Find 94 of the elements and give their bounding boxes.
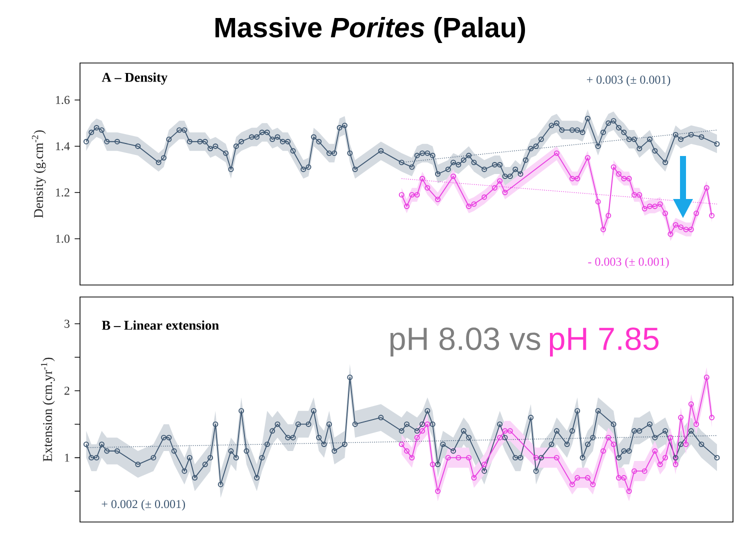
point (424, 185, 430, 191)
point (610, 442, 616, 448)
annotation: + 0.003 (± 0.001) (586, 75, 670, 86)
point (420, 176, 426, 182)
annotation: + 0.002 (± 0.001) (102, 500, 186, 511)
y-tick-label: 3 (64, 320, 70, 328)
y-tick-label: 1.4 (56, 142, 70, 150)
point (616, 171, 622, 177)
point (668, 434, 674, 440)
annotation: pH 8.03 vs (390, 328, 540, 356)
point (435, 488, 441, 494)
point (507, 428, 513, 434)
y-tick-label: 1.0 (56, 234, 70, 243)
point (606, 212, 612, 218)
point (694, 210, 700, 216)
point (482, 194, 488, 200)
point (683, 226, 689, 232)
point (414, 192, 420, 198)
point (662, 210, 668, 216)
point (683, 442, 689, 448)
point (424, 421, 430, 427)
point (672, 222, 678, 228)
point (590, 482, 596, 488)
point (554, 150, 560, 156)
point (497, 434, 503, 440)
point (414, 434, 420, 440)
point (657, 201, 663, 207)
point (626, 176, 632, 182)
point (435, 196, 441, 202)
point (445, 454, 451, 460)
point (672, 462, 678, 468)
point (471, 475, 477, 481)
point (450, 174, 456, 180)
point (616, 475, 622, 481)
point (404, 204, 410, 210)
point (652, 204, 658, 210)
point (430, 462, 436, 468)
y-tick-label: 1.6 (56, 96, 70, 104)
point (688, 226, 694, 232)
y-axis-title: Density (g.cm$^{-2}$) (32, 130, 46, 218)
point (456, 454, 462, 460)
point (502, 190, 508, 196)
point (569, 176, 575, 182)
point (704, 185, 710, 191)
point (409, 192, 415, 198)
point (694, 421, 700, 427)
point (621, 475, 627, 481)
point (492, 185, 498, 191)
point (657, 462, 663, 468)
y-axis-title: Extension (cm.yr$^{-1}$) (40, 358, 55, 462)
point (497, 178, 503, 184)
point (584, 155, 590, 161)
point (662, 454, 668, 460)
y-tick-label: 1.2 (56, 188, 70, 197)
point (632, 192, 637, 198)
point (584, 475, 590, 481)
point (569, 482, 575, 488)
point (704, 374, 710, 380)
point (574, 176, 580, 182)
point (642, 206, 648, 212)
point (595, 199, 601, 204)
text: B – Linear extension (102, 320, 219, 330)
point (652, 448, 658, 454)
annotation: pH 7.85 (550, 328, 659, 356)
point (632, 468, 637, 474)
point (554, 454, 560, 460)
point (466, 454, 472, 460)
y-tick-label: 2 (64, 386, 70, 395)
point (668, 231, 674, 237)
text: A – Density (102, 72, 168, 85)
point (688, 401, 694, 407)
y-tick-label: 1 (65, 454, 70, 462)
point (502, 428, 508, 434)
point (600, 226, 606, 232)
point (600, 448, 606, 454)
point (636, 192, 642, 198)
point (574, 475, 580, 481)
point (678, 414, 684, 420)
chart-title: Massive Porites (Palau) (215, 16, 525, 44)
point (621, 176, 627, 182)
annotation: - 0.003 (± 0.001) (588, 257, 669, 268)
point (404, 448, 410, 454)
point (642, 468, 648, 474)
point (420, 428, 426, 434)
point (678, 224, 684, 230)
point (533, 454, 539, 460)
point (626, 488, 632, 494)
point (606, 434, 612, 440)
point (409, 454, 415, 460)
point (482, 462, 488, 468)
point (466, 204, 472, 210)
point (610, 164, 616, 170)
point (647, 204, 652, 210)
point (471, 201, 477, 207)
